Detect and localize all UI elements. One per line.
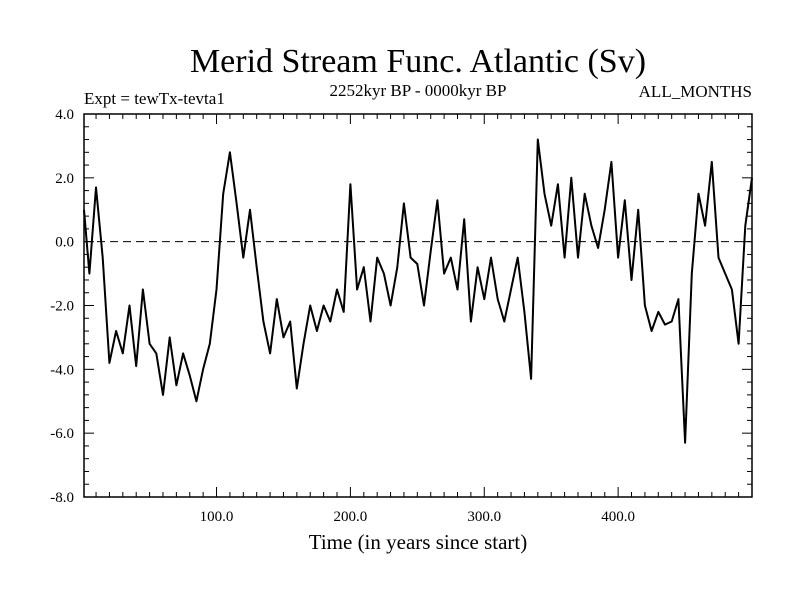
x-tick-label: 100.0 (200, 509, 234, 525)
x-axis-label: Time (in years since start) (309, 530, 528, 554)
x-tick-label: 300.0 (467, 509, 501, 525)
y-tick-label: 4.0 (55, 107, 74, 123)
x-tick-label: 400.0 (601, 509, 635, 525)
plot-frame (83, 113, 753, 498)
chart-subtitle-right: ALL_MONTHS (639, 82, 752, 101)
y-tick-label: 0.0 (55, 235, 74, 251)
y-tick-label: -2.0 (50, 299, 74, 315)
chart-subtitle-center: 2252kyr BP - 0000kyr BP (330, 81, 507, 100)
series-line (83, 138, 753, 444)
axis-ticks (84, 114, 752, 497)
y-tick-label: -6.0 (50, 426, 74, 442)
y-tick-label: -8.0 (50, 490, 74, 506)
axis-tick-labels: 100.0 200.0 300.0 400.0 4.0 2.0 0.0 -2.0 -4.0 -6.… (50, 107, 635, 525)
y-tick-label: 2.0 (55, 171, 74, 187)
x-tick-label: 200.0 (334, 509, 368, 525)
chart-subtitle-left: Expt = tewTx-tevta1 (84, 89, 225, 108)
y-tick-label: -4.0 (50, 362, 74, 378)
chart-title: Merid Stream Func. Atlantic (Sv) (190, 43, 646, 80)
